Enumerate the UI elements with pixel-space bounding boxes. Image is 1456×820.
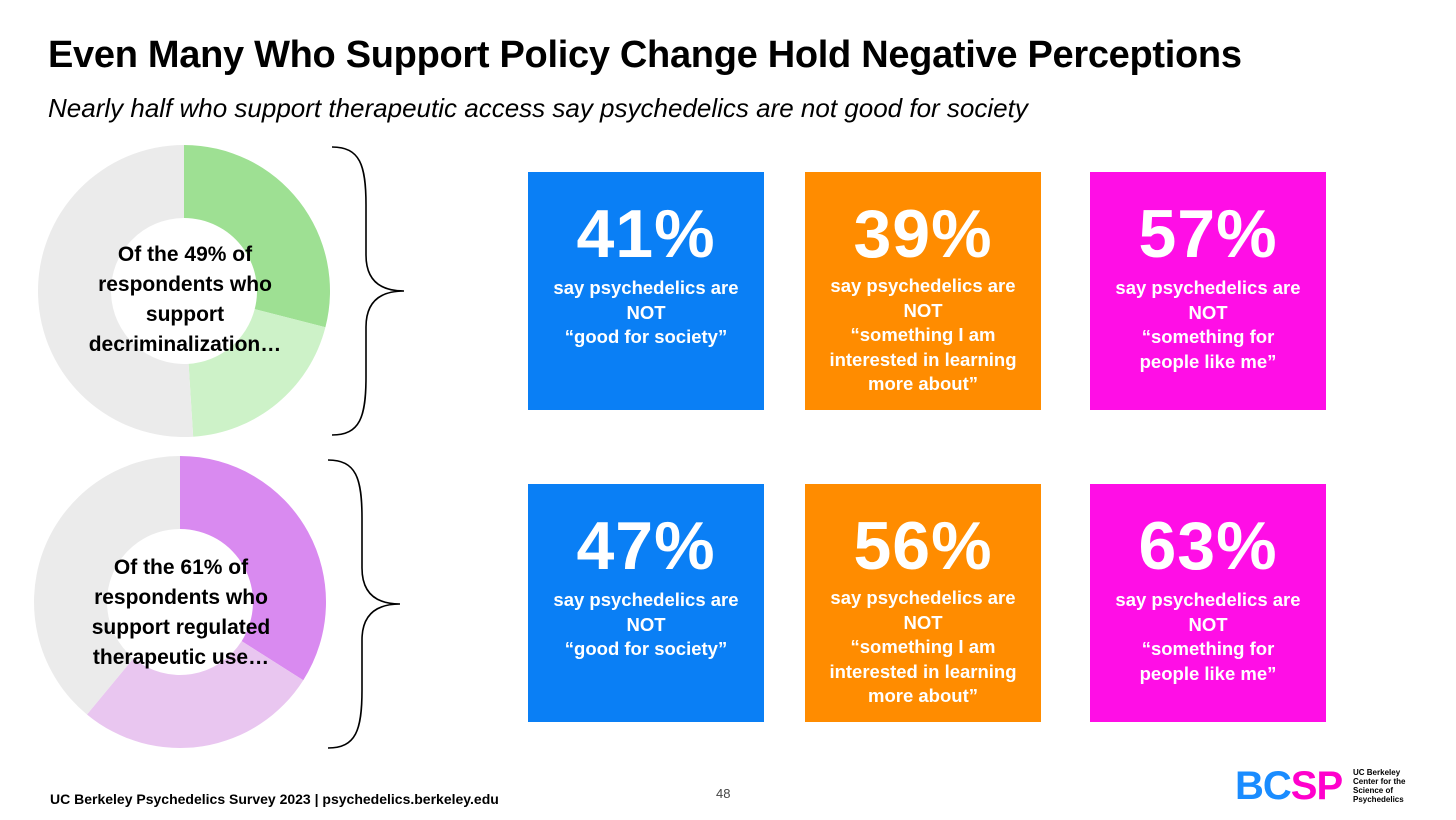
stat-card-therapeutic-good-for-society: 47% say psychedelics are NOT “good for s…: [528, 484, 764, 722]
stat-description: say psychedelics are NOT “good for socie…: [553, 589, 739, 659]
logo-letter-c: C: [1262, 764, 1292, 808]
donut-slice-1: [188, 309, 326, 437]
logo-text: UC Berkeley Center for the Science of Ps…: [1353, 768, 1406, 804]
slide-title: Even Many Who Support Policy Change Hold…: [48, 34, 1242, 76]
stat-description: say psychedelics are NOT “something for …: [1115, 277, 1301, 372]
curly-brace-bottom: [327, 459, 401, 749]
donut-slice-1: [86, 641, 304, 748]
logo-letter-p: P: [1316, 764, 1343, 808]
stat-description: say psychedelics are NOT “something I am…: [829, 275, 1017, 394]
donut-slice-0: [180, 456, 326, 681]
donut-chart-therapeutic: [34, 456, 326, 748]
stat-percentage: 47%: [576, 508, 716, 584]
slide-subtitle: Nearly half who support therapeutic acce…: [48, 93, 1028, 123]
stat-description: say psychedelics are NOT “good for socie…: [553, 277, 739, 347]
stat-description: say psychedelics are NOT “something I am…: [829, 587, 1017, 706]
stat-percentage: 39%: [853, 196, 993, 272]
stat-card-therapeutic-interested: 56% say psychedelics are NOT “something …: [805, 484, 1041, 722]
footer-source: UC Berkeley Psychedelics Survey 2023 | p…: [50, 791, 499, 807]
stat-percentage: 63%: [1138, 508, 1278, 584]
stat-description: say psychedelics are NOT “something for …: [1115, 589, 1301, 684]
donut-slice-0: [184, 145, 330, 328]
donut-label-therapeutic: Of the 61% of respondents who support re…: [91, 556, 271, 669]
page-number: 48: [716, 786, 731, 801]
stat-card-decrim-interested: 39% say psychedelics are NOT “something …: [805, 172, 1041, 410]
donut-slice-2: [34, 456, 180, 715]
donut-chart-decriminalization: [38, 145, 330, 437]
donut-label-decriminalization: Of the 49% of respondents who support de…: [88, 243, 282, 356]
donut-slice-2: [38, 145, 194, 437]
stat-percentage: 57%: [1138, 196, 1278, 272]
bcsp-logo: BCSP: [1235, 764, 1343, 808]
stat-card-decrim-people-like-me: 57% say psychedelics are NOT “something …: [1090, 172, 1326, 410]
logo-letter-s: S: [1290, 764, 1318, 808]
logo-letter-b: B: [1235, 764, 1264, 808]
curly-brace-top: [331, 146, 405, 436]
stat-card-decrim-good-for-society: 41% say psychedelics are NOT “good for s…: [528, 172, 764, 410]
stat-percentage: 56%: [853, 508, 993, 584]
stat-card-therapeutic-people-like-me: 63% say psychedelics are NOT “something …: [1090, 484, 1326, 722]
stat-percentage: 41%: [576, 196, 716, 272]
